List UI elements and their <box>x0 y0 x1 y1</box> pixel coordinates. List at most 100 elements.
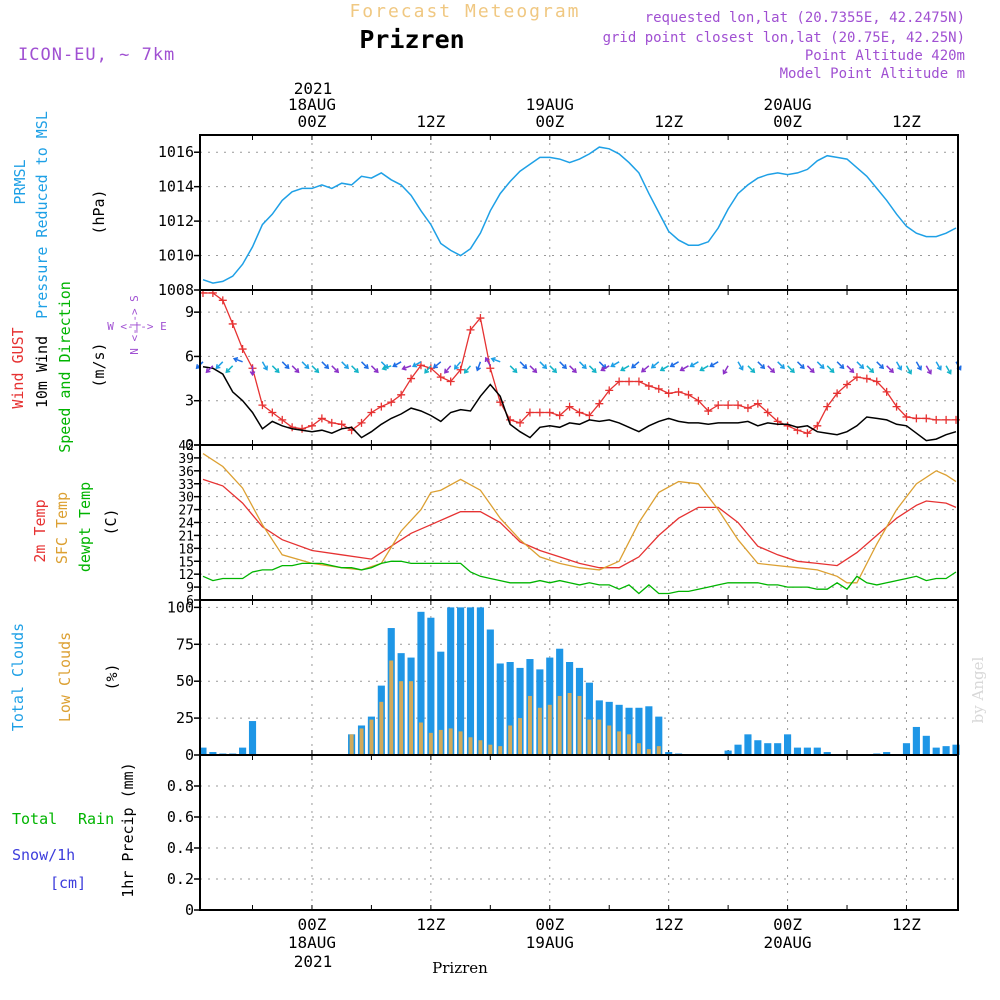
total-cloud-bar <box>209 752 217 755</box>
total-cloud-bar <box>922 735 930 755</box>
total-cloud-bar <box>883 752 891 755</box>
wind-arrow <box>490 357 501 363</box>
total-cloud-bar <box>744 734 752 755</box>
total-cloud-bar <box>823 752 831 755</box>
low-cloud-bar <box>557 695 562 755</box>
gust-marker <box>367 408 376 417</box>
low-cloud-bar <box>527 695 532 755</box>
low-cloud-bar <box>478 740 483 755</box>
low-clouds-label: Low Clouds <box>56 632 74 722</box>
y-tick-label: 0 <box>185 436 194 454</box>
total-cloud-bar <box>734 744 742 755</box>
total-cloud-bar <box>902 743 911 755</box>
gust-marker <box>674 387 683 396</box>
wind-arrow <box>846 365 855 374</box>
wind-arrow <box>291 365 300 374</box>
total-cloud-bar <box>635 707 643 755</box>
low-cloud-bar <box>577 695 582 755</box>
y-tick-label: 75 <box>176 635 194 653</box>
wind-arrow <box>519 361 528 370</box>
wind-arrow <box>747 365 756 374</box>
gust-marker <box>476 314 485 323</box>
wind-arrow <box>895 361 903 371</box>
y-tick-label: 6 <box>185 347 194 365</box>
gust-marker <box>843 380 852 389</box>
total-cloud-bar <box>516 667 524 755</box>
low-cloud-bar <box>518 718 523 755</box>
low-cloud-bar <box>349 734 354 755</box>
wind-arrow <box>401 365 412 371</box>
temp-2m-label: 2m Temp <box>31 499 49 562</box>
wind-speed-dir-label: Speed and Direction <box>56 281 74 453</box>
low-cloud-bar <box>597 719 602 755</box>
wind-arrow <box>669 361 679 368</box>
gust-marker <box>466 325 475 334</box>
total-cloud-bar <box>615 704 623 755</box>
gust-marker <box>397 390 406 399</box>
top-date-label: 19AUG <box>526 95 574 114</box>
model-altitude: Model Point Altitude m <box>780 66 965 82</box>
gust-marker <box>833 389 842 398</box>
low-cloud-bar <box>359 728 364 755</box>
top-date-label: 18AUG <box>288 95 336 114</box>
wind-arrow <box>836 361 845 370</box>
snow-label: Snow/1h <box>12 846 75 864</box>
y-tick-label: 100 <box>167 598 194 616</box>
y-tick-label: 25 <box>176 709 194 727</box>
gust-marker <box>862 374 871 383</box>
top-year-label: 2021 <box>294 79 333 98</box>
wind-arrow <box>806 365 815 374</box>
location-title: Prizren <box>359 25 464 54</box>
low-cloud-bar <box>587 719 592 755</box>
total-cloud-bar <box>437 651 445 755</box>
low-cloud-bar <box>607 725 612 755</box>
low-cloud-bar <box>468 737 473 755</box>
wind-arrow <box>925 365 932 375</box>
wind-arrow <box>463 365 472 374</box>
wind-arrow <box>737 361 744 371</box>
gust-marker <box>753 399 762 408</box>
total-cloud-bar <box>764 743 772 755</box>
gust-marker <box>823 402 832 411</box>
low-cloud-bar <box>369 719 374 755</box>
y-tick-label: 24 <box>178 517 194 532</box>
total-cloud-bar <box>417 611 425 755</box>
wind-arrow <box>826 365 835 374</box>
temp-dewpt-label: dewpt Temp <box>76 482 94 572</box>
y-tick-label: 21 <box>178 529 194 544</box>
low-cloud-bar <box>399 681 404 755</box>
low-cloud-bar <box>488 744 493 755</box>
wind-arrow <box>559 361 567 370</box>
low-cloud-bar <box>627 734 631 755</box>
total-cloud-bar <box>447 607 455 755</box>
y-tick-label: 1016 <box>158 143 194 161</box>
total-cloud-bar <box>239 747 247 755</box>
y-tick-label: 1010 <box>158 247 194 265</box>
gust-marker <box>932 415 941 424</box>
gust-marker <box>714 401 723 410</box>
low-cloud-bar <box>498 746 503 755</box>
low-cloud-bar <box>389 660 394 755</box>
wind-arrow <box>600 365 610 372</box>
low-cloud-bar <box>636 743 641 755</box>
gust-marker <box>238 345 247 354</box>
gust-marker <box>882 387 891 396</box>
gust-marker <box>595 399 604 408</box>
wind-arrow <box>689 361 699 368</box>
wind-arrow <box>935 361 942 371</box>
gust-marker <box>407 374 416 383</box>
y-tick-label: 1014 <box>158 178 194 196</box>
total-cloud-bar <box>942 746 950 755</box>
y-tick-label: 27 <box>178 504 194 519</box>
wind-arrow <box>777 361 785 370</box>
gust-marker <box>654 384 663 393</box>
wind-arrow <box>569 365 577 374</box>
top-time-label: 12Z <box>654 112 683 131</box>
clouds-unit-label: (%) <box>103 663 121 690</box>
bottom-time-label: 12Z <box>892 915 921 934</box>
panels: 1008101010121014101603696912151821242730… <box>158 134 962 919</box>
wind-arrow <box>709 361 719 368</box>
wind-arrow <box>856 361 865 370</box>
total-cloud-bar <box>457 607 465 755</box>
temp-2m-line <box>202 478 957 569</box>
